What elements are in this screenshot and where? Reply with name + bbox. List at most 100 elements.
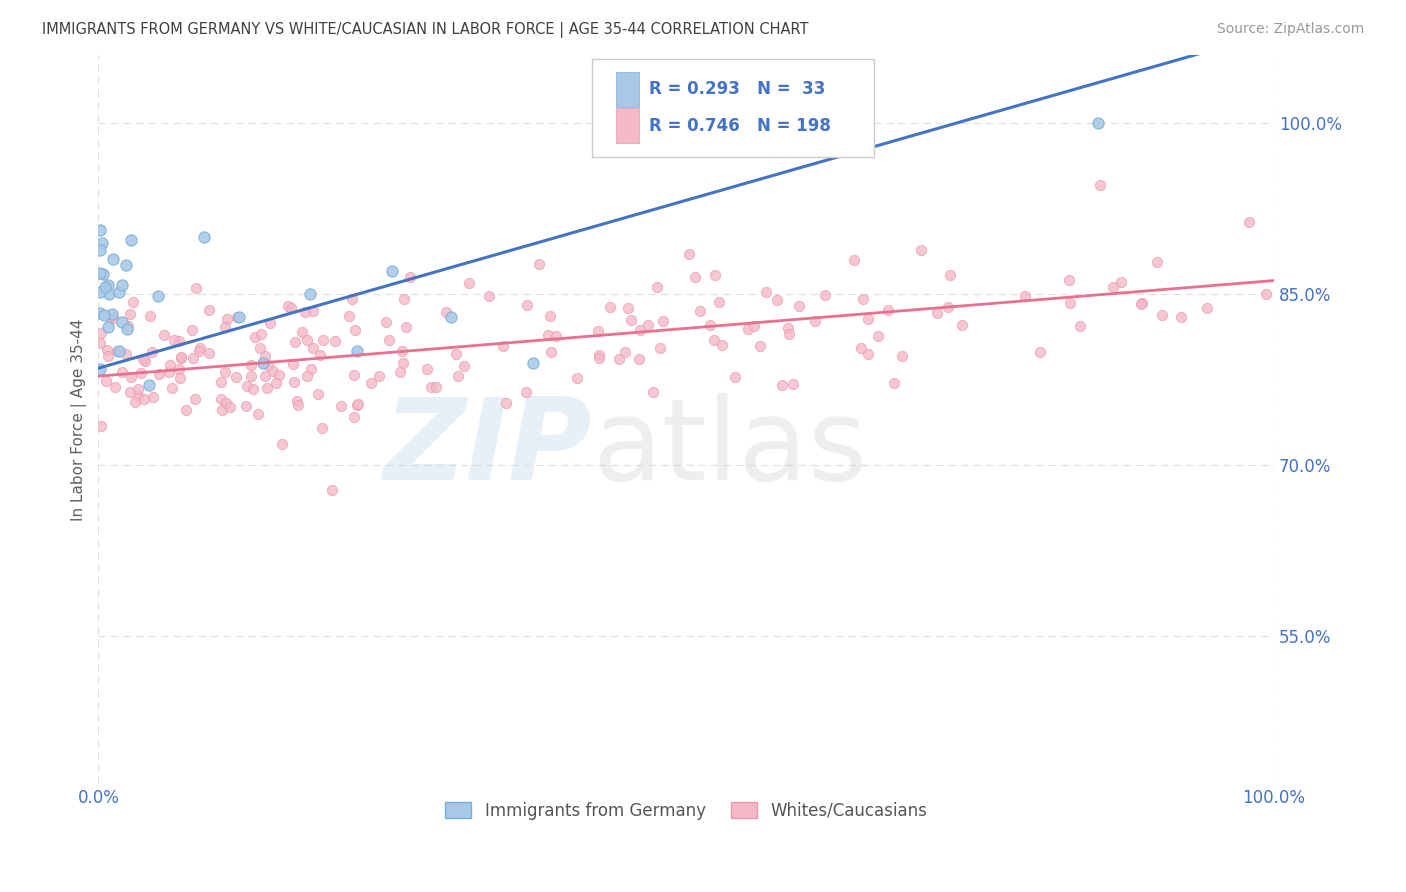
Point [148,288,170,302]
Point [711,338,734,352]
Point [247,407,270,421]
Point [782,377,804,392]
Point [890,349,912,363]
Point [377,333,399,347]
Text: IMMIGRANTS FROM GERMANY VS WHITE/CAUCASIAN IN LABOR FORCE | AGE 35-44 CORRELATIO: IMMIGRANTS FROM GERMANY VS WHITE/CAUCASI… [42,22,808,38]
Point [689,304,711,318]
Point [1170,310,1192,324]
Point [707,295,730,310]
Point [650,341,672,355]
Point [124,394,146,409]
Point [645,280,668,294]
Point [118,385,141,400]
Point [678,247,700,261]
Point [704,268,727,282]
Point [453,359,475,373]
Point [737,321,759,335]
Point [281,357,304,371]
Point [770,378,793,392]
Point [360,376,382,390]
Point [287,398,309,412]
Point [167,362,190,376]
Point [515,385,537,400]
Point [399,270,422,285]
Point [118,307,141,321]
Point [157,365,180,379]
Point [163,333,186,347]
Point [787,299,810,313]
Point [925,306,948,320]
Point [89,361,111,376]
Point [1014,288,1036,302]
Point [1256,286,1278,301]
Point [1130,296,1153,310]
Point [252,355,274,369]
Point [1069,318,1091,333]
Point [266,376,288,391]
Point [104,380,127,394]
Point [776,321,799,335]
Point [134,354,156,368]
Point [1197,301,1219,315]
Text: R = 0.293   N =  33: R = 0.293 N = 33 [648,80,825,98]
Point [170,350,193,364]
Point [100,311,122,326]
FancyBboxPatch shape [616,108,640,144]
Point [346,344,368,359]
Point [420,380,443,394]
Point [619,313,641,327]
Point [311,421,333,435]
Point [628,323,651,337]
Point [132,392,155,406]
Point [703,333,725,347]
Point [307,387,329,401]
Point [330,399,353,413]
Point [169,371,191,385]
Point [637,318,659,332]
Point [174,403,197,417]
Point [139,309,162,323]
Point [299,362,322,376]
Point [342,368,364,382]
Point [588,348,610,362]
Point [416,362,439,376]
Point [253,368,276,383]
Point [447,368,470,383]
Point [347,397,370,411]
Point [239,358,262,372]
Point [167,334,190,348]
Point [259,316,281,330]
Point [226,310,249,325]
Point [97,350,120,364]
Point [148,367,170,381]
Point [814,288,837,302]
Point [588,351,610,365]
Point [375,315,398,329]
Point [214,365,236,379]
Point [280,301,302,316]
Point [614,345,637,359]
Point [101,252,124,267]
Point [522,355,544,369]
Point [749,338,772,352]
Point [198,303,221,318]
Point [458,276,481,290]
Point [434,305,457,319]
Point [253,349,276,363]
FancyBboxPatch shape [592,59,875,157]
Point [368,368,391,383]
Point [343,323,366,337]
Point [1237,215,1260,229]
Point [342,292,364,306]
Point [599,300,621,314]
Point [1057,273,1080,287]
Point [388,365,411,379]
Point [1146,255,1168,269]
Point [515,298,537,312]
Point [295,369,318,384]
Point [97,278,120,293]
Point [94,280,117,294]
Point [877,303,900,318]
Point [127,389,149,403]
Point [89,285,111,299]
